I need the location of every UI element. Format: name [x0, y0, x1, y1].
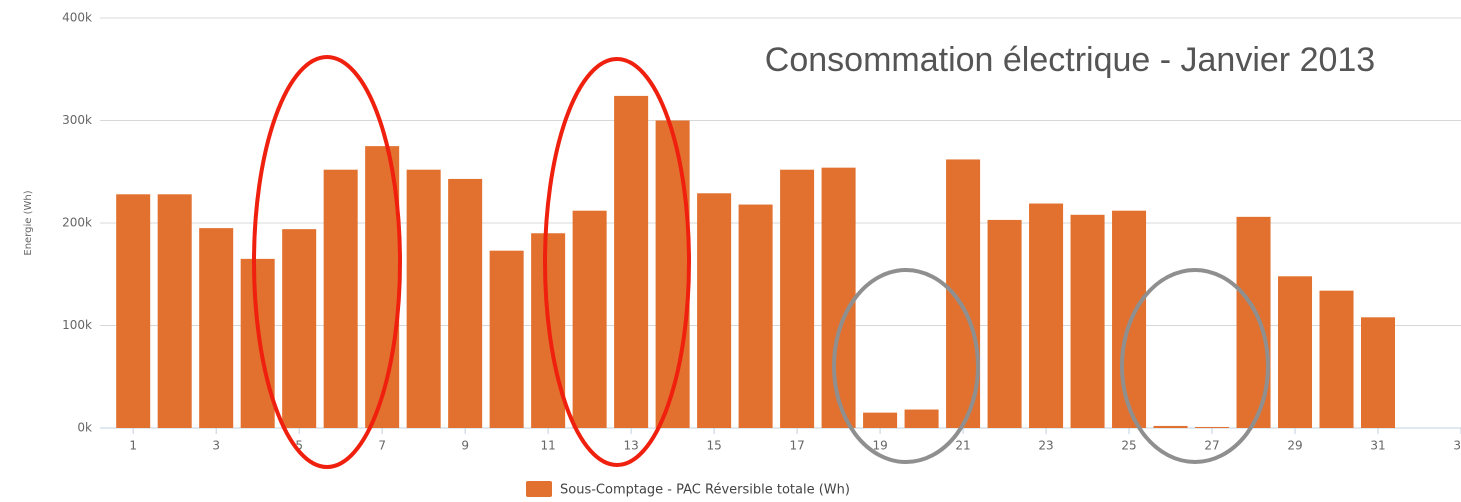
y-axis-label: Energie (Wh): [23, 190, 34, 255]
bar: [240, 258, 275, 428]
bar: [406, 169, 441, 428]
y-tick-label: 100k: [62, 318, 92, 332]
bar: [116, 194, 151, 428]
x-tick-label: 33: [1453, 439, 1461, 453]
x-tick-label: 5: [295, 439, 303, 453]
x-tick-label: 1: [129, 439, 137, 453]
bar: [1319, 290, 1354, 428]
bar: [572, 210, 607, 428]
bar: [489, 250, 524, 428]
y-tick-label: 300k: [62, 113, 92, 127]
x-tick-label: 25: [1121, 439, 1136, 453]
highlight-ellipse: [252, 55, 402, 469]
bar: [1153, 425, 1188, 428]
x-tick-label: 9: [461, 439, 469, 453]
chart-title: Consommation électrique - Janvier 2013: [765, 41, 1375, 79]
x-tick-label: 15: [706, 439, 721, 453]
x-tick-label: 13: [623, 439, 638, 453]
x-tick-label: 27: [1204, 439, 1219, 453]
x-tick-label: 29: [1287, 439, 1302, 453]
y-tick-label: 200k: [62, 216, 92, 230]
bar: [1195, 426, 1230, 428]
bar: [1278, 276, 1313, 428]
bar: [157, 194, 192, 428]
bar: [863, 412, 898, 428]
bar: [199, 228, 234, 428]
bar: [282, 229, 317, 428]
bar: [987, 219, 1022, 428]
bar: [1070, 214, 1105, 428]
legend-label: Sous-Comptage - PAC Réversible totale (W…: [560, 483, 850, 498]
x-tick-label: 19: [872, 439, 887, 453]
bar: [697, 193, 732, 428]
bar: [365, 146, 400, 428]
bar: [1029, 203, 1064, 428]
bar: [655, 120, 690, 428]
x-tick-label: 11: [540, 439, 555, 453]
bar: [738, 204, 773, 428]
y-tick-label: 0k: [77, 421, 92, 435]
bar: [904, 409, 939, 428]
x-tick-label: 17: [789, 439, 804, 453]
legend-swatch: [526, 481, 552, 497]
bar: [821, 167, 856, 428]
x-tick-label: 21: [955, 439, 970, 453]
highlight-ellipse: [832, 268, 980, 464]
x-tick-label: 3: [212, 439, 220, 453]
x-tick-label: 31: [1370, 439, 1385, 453]
y-tick-label: 400k: [62, 11, 92, 25]
x-tick-label: 23: [1038, 439, 1053, 453]
x-tick-label: 7: [378, 439, 386, 453]
highlight-ellipse: [543, 57, 691, 467]
highlight-ellipse: [1120, 268, 1270, 464]
bar: [780, 169, 815, 428]
bar: [614, 95, 649, 429]
annotations: [252, 55, 1270, 469]
bar: [323, 169, 358, 428]
bar: [448, 178, 483, 428]
bar: [1360, 317, 1396, 428]
